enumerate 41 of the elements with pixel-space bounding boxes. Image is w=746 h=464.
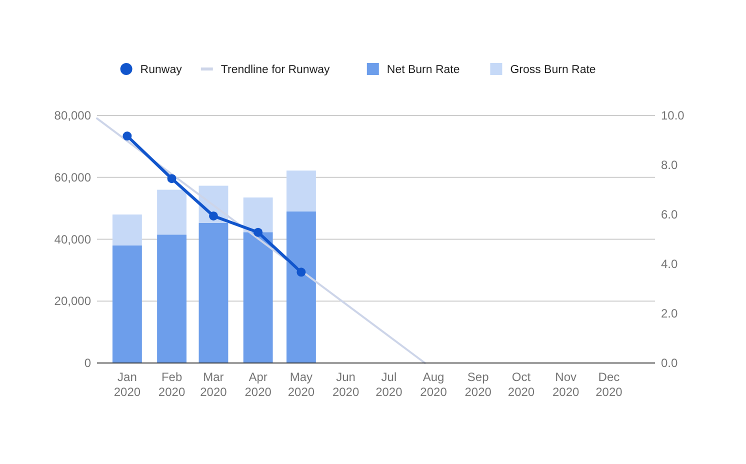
x-tick-label: Apr 2020 [244,370,272,399]
legend-label: Gross Burn Rate [510,64,596,76]
point [208,211,218,220]
y-tick-label: 80,000 [54,108,92,122]
x-tick-label: Jun 2020 [332,370,360,399]
point [167,174,176,184]
y2-tick-label: 4.0 [661,257,678,271]
bar [157,234,186,363]
y2-tick-label: 2.0 [661,306,678,320]
y-tick-label: 40,000 [54,232,92,246]
point [296,268,306,277]
x-tick-label: May 2020 [288,370,315,399]
point [122,132,132,141]
bar [286,211,316,363]
y-tick-label: 60,000 [54,170,92,184]
bar [157,190,186,235]
x-tick-label: Mar 2020 [200,370,228,399]
legend-label: Runway [140,64,182,76]
y2-tick-label: 6.0 [661,208,678,222]
legend-label: Net Burn Rate [386,64,460,76]
y-tick-label: 20,000 [54,294,92,308]
x-tick-label: Sep 2020 [464,370,492,399]
x-tick-label: Jul 2020 [376,370,403,399]
x-tick-label: Feb 2020 [158,370,186,399]
legend-label: Trendline for Runway [220,64,330,76]
point [254,228,263,237]
bar [286,170,316,212]
y2-tick-label: 0.0 [661,356,678,370]
x-tick-label: Jan 2020 [114,370,141,399]
bar [112,214,142,246]
bar [112,245,142,363]
bar [198,222,228,363]
x-tick-label: Nov 2020 [552,370,580,399]
x-tick-label: Oct 2020 [508,370,535,399]
y-tick-label: 0 [84,356,92,370]
y2-tick-label: 8.0 [661,158,678,172]
x-tick-label: Aug 2020 [420,370,448,399]
x-tick-label: Dec 2020 [596,370,623,399]
bar [243,232,273,363]
bar [243,197,273,232]
y2-tick-label: 10.0 [661,108,685,122]
